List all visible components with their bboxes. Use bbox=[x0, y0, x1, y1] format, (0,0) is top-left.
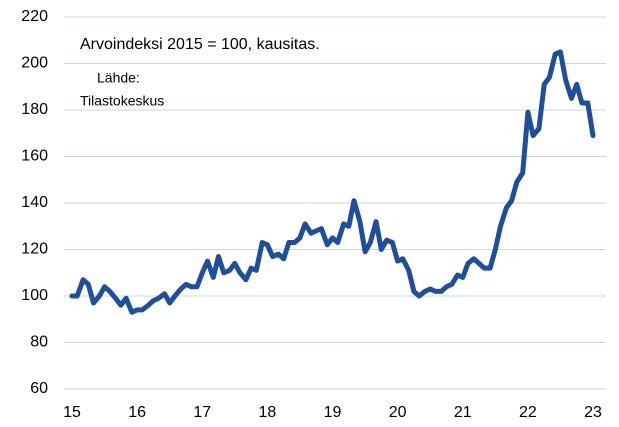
x-tick-label: 22 bbox=[519, 404, 537, 421]
x-tick-label: 19 bbox=[324, 404, 342, 421]
annotation: Arvoindeksi 2015 = 100, kausitas. bbox=[80, 36, 320, 53]
x-tick-label: 20 bbox=[389, 404, 407, 421]
y-tick-label: 220 bbox=[21, 8, 48, 25]
x-tick-label: 23 bbox=[584, 404, 602, 421]
annotation: Lähde: bbox=[97, 70, 140, 86]
y-tick-label: 100 bbox=[21, 287, 48, 304]
y-tick-label: 160 bbox=[21, 148, 48, 165]
x-tick-label: 15 bbox=[63, 404, 81, 421]
y-tick-label: 80 bbox=[30, 334, 48, 351]
y-tick-label: 140 bbox=[21, 194, 48, 211]
data-line bbox=[69, 49, 596, 315]
y-tick-label: 120 bbox=[21, 241, 48, 258]
x-tick-label: 18 bbox=[258, 404, 276, 421]
x-tick-label: 21 bbox=[454, 404, 472, 421]
y-tick-label: 60 bbox=[30, 380, 48, 397]
x-tick-label: 17 bbox=[193, 404, 211, 421]
y-tick-label: 200 bbox=[21, 55, 48, 72]
annotation: Tilastokeskus bbox=[80, 93, 164, 109]
x-tick-label: 16 bbox=[128, 404, 146, 421]
y-tick-label: 180 bbox=[21, 101, 48, 118]
